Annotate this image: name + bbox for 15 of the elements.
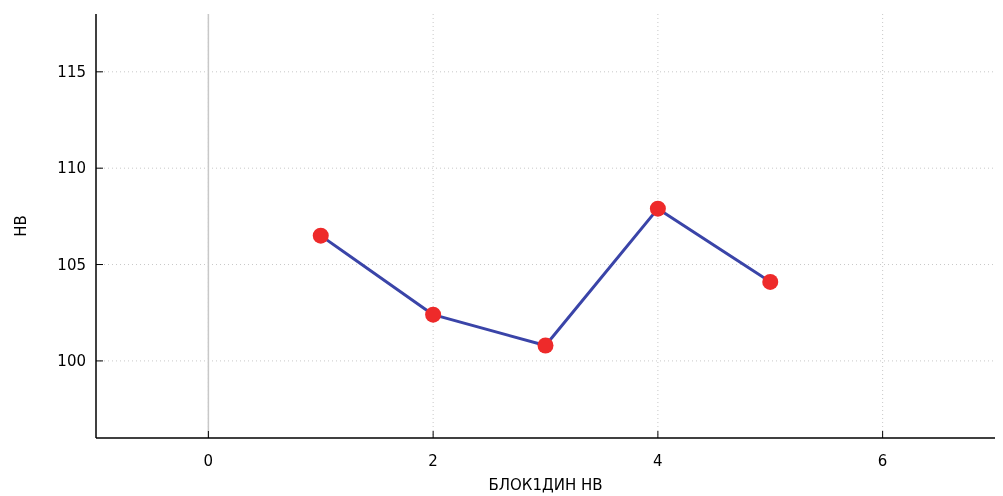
y-tick-label: 100 <box>57 351 86 370</box>
point <box>537 337 554 354</box>
point <box>425 306 442 323</box>
x-tick-label: 2 <box>428 452 438 470</box>
y-tick-label: 110 <box>57 159 86 178</box>
x-axis-title: БЛОК1ДИН НВ <box>488 476 603 494</box>
point <box>649 200 666 217</box>
x-tick-label: 0 <box>203 452 214 470</box>
x-tick-label: 6 <box>877 452 888 470</box>
y-axis-title: НВ <box>12 215 30 237</box>
point <box>762 273 779 290</box>
y-tick-label: 105 <box>57 255 86 274</box>
x-tick-label: 4 <box>653 452 663 470</box>
y-tick-label: 115 <box>57 62 86 81</box>
point <box>312 227 329 244</box>
